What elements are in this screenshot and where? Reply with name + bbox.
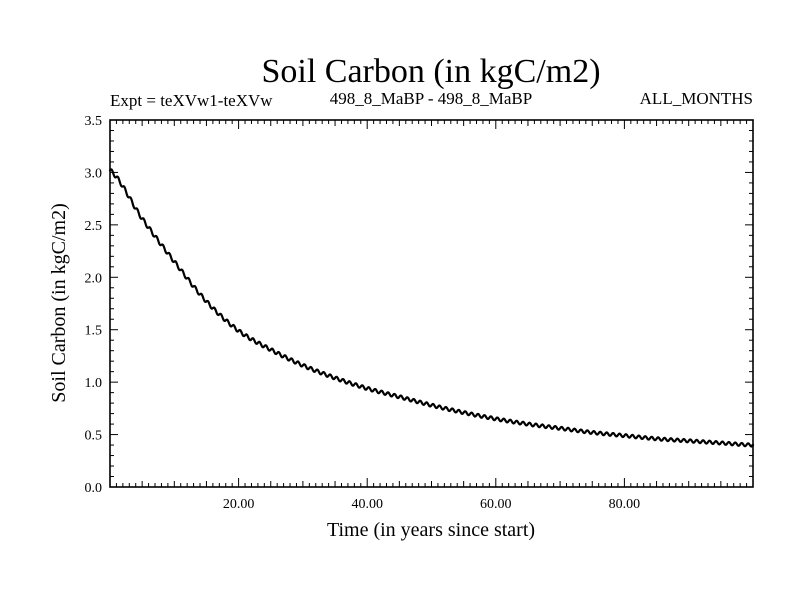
y-tick-label: 1.5 [85,324,103,339]
y-tick-label: 2.0 [85,271,103,286]
x-tick-label: 60.00 [480,497,512,512]
y-tick-label: 3.5 [85,114,103,129]
x-tick-label: 80.00 [609,497,641,512]
time-range-label: 498_8_MaBP - 498_8_MaBP [330,89,532,108]
x-axis-ticks: 20.00 40.00 60.00 80.00 [115,120,748,512]
soil-carbon-series-line [108,168,755,448]
x-axis-label: Time (in years since start) [327,519,535,541]
x-tick-label: 40.00 [351,497,383,512]
y-tick-label: 0.0 [85,481,103,496]
y-axis-label: Soil Carbon (in kgC/m2) [48,203,70,402]
plot-frame [109,119,754,488]
chart-title: Soil Carbon (in kgC/m2) [261,53,600,90]
y-tick-label: 0.5 [85,429,103,444]
experiment-label: Expt = teXVw1-teXVw [110,91,273,110]
y-tick-label: 1.0 [85,376,103,391]
y-tick-label: 3.0 [85,166,103,181]
months-label: ALL_MONTHS [640,89,753,108]
x-tick-label: 20.00 [223,497,255,512]
y-tick-label: 2.5 [85,219,103,234]
